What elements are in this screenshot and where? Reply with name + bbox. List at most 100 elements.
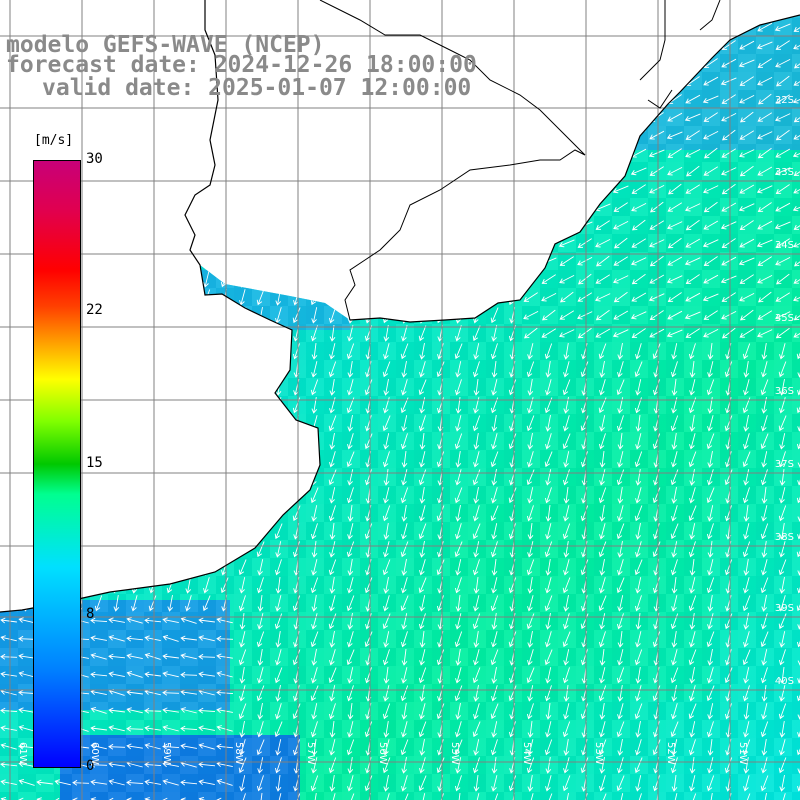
- wind-arrow: [419, 631, 426, 648]
- wind-arrow: [239, 685, 246, 702]
- wind-arrow: [455, 721, 462, 738]
- wind-arrow: [742, 595, 751, 612]
- wind-arrow: [707, 757, 714, 774]
- wind-arrow: [256, 541, 265, 558]
- wind-arrow: [436, 757, 445, 774]
- model-title: modelo GEFS-WAVE (NCEP): [6, 32, 325, 58]
- wind-arrow: [418, 379, 427, 396]
- wind-arrow: [347, 559, 354, 576]
- wind-arrow: [742, 793, 751, 800]
- wind-arrow: [688, 739, 696, 756]
- wind-arrow: [671, 685, 678, 702]
- wind-arrow: [126, 670, 143, 678]
- wind-arrow: [455, 649, 462, 666]
- wind-arrow: [239, 667, 246, 684]
- wind-arrow: [599, 523, 606, 540]
- wind-arrow: [599, 703, 606, 720]
- wind-arrow: [634, 757, 643, 774]
- wind-arrow: [599, 379, 606, 396]
- wind-arrow: [706, 775, 715, 792]
- wind-arrow: [310, 631, 319, 648]
- wind-arrow: [761, 361, 768, 378]
- wind-arrow: [328, 613, 337, 630]
- wind-arrow: [779, 775, 786, 792]
- wind-arrow: [617, 631, 624, 648]
- wind-arrow: [239, 775, 246, 792]
- wind-arrow: [634, 649, 643, 666]
- wind-arrow: [760, 577, 769, 594]
- wind-arrow: [526, 667, 535, 684]
- wind-arrow: [292, 793, 301, 800]
- wind-arrow: [18, 707, 35, 714]
- wind-arrow: [544, 451, 553, 468]
- wind-arrow: [613, 275, 629, 284]
- wind-arrow: [383, 577, 390, 594]
- wind-arrow: [617, 343, 624, 360]
- wind-arrow: [707, 613, 714, 630]
- wind-arrow: [559, 256, 574, 266]
- wind-arrow: [707, 451, 714, 468]
- wind-arrow: [667, 148, 682, 158]
- wind-arrow: [671, 433, 678, 450]
- wind-arrow: [560, 291, 574, 303]
- wind-arrow: [774, 167, 791, 176]
- wind-arrow: [126, 689, 143, 696]
- wind-arrow: [401, 775, 408, 792]
- wind-arrow: [562, 379, 571, 396]
- wind-arrow: [757, 202, 772, 212]
- wind-arrow: [724, 613, 733, 630]
- wind-arrow: [689, 361, 696, 378]
- wind-arrow: [144, 652, 161, 660]
- wind-arrow: [757, 166, 773, 176]
- wind-arrow: [347, 757, 354, 774]
- wind-arrow: [617, 541, 624, 558]
- wind-arrow: [508, 721, 516, 738]
- wind-arrow: [216, 778, 233, 786]
- wind-arrow: [526, 469, 535, 486]
- wind-arrow: [563, 703, 570, 720]
- wind-arrow: [216, 725, 233, 732]
- wind-arrow: [216, 653, 233, 660]
- wind-arrow: [292, 595, 301, 612]
- wind-arrow: [635, 577, 642, 594]
- wind-arrow: [490, 595, 499, 612]
- wind-arrow: [738, 59, 755, 68]
- wind-arrow: [275, 703, 282, 720]
- wind-arrow: [706, 631, 715, 648]
- wind-arrow: [742, 451, 751, 468]
- wind-arrow: [454, 631, 463, 648]
- wind-arrow: [473, 541, 480, 558]
- wind-arrow: [216, 617, 233, 624]
- wind-arrow: [419, 685, 426, 702]
- wind-arrow: [257, 559, 264, 576]
- wind-arrow: [635, 667, 642, 684]
- wind-arrow: [144, 761, 162, 768]
- wind-arrow: [491, 559, 498, 576]
- wind-arrow: [599, 415, 606, 432]
- wind-arrow: [671, 541, 678, 558]
- wind-arrow: [274, 613, 283, 630]
- wind-arrow: [455, 703, 462, 720]
- wind-arrow: [702, 239, 719, 248]
- wind-arrow: [796, 433, 800, 450]
- wind-arrow: [757, 310, 773, 320]
- wind-arrow: [292, 703, 301, 720]
- wind-arrow: [526, 415, 535, 432]
- wind-arrow: [613, 202, 628, 212]
- wind-arrow: [707, 739, 714, 756]
- wind-arrow: [757, 274, 773, 284]
- wind-arrow: [180, 616, 197, 624]
- wind-arrow: [580, 649, 588, 666]
- wind-arrow: [757, 329, 773, 338]
- wind-arrow: [797, 451, 800, 468]
- wind-arrow: [113, 595, 120, 612]
- wind-arrow: [527, 343, 534, 360]
- wind-arrow: [563, 361, 570, 378]
- wind-arrow: [761, 541, 768, 558]
- wind-arrow: [419, 451, 426, 468]
- wind-arrow: [527, 487, 534, 504]
- wind-arrow: [689, 667, 696, 684]
- wind-arrow: [508, 523, 516, 540]
- wind-arrow: [793, 220, 800, 230]
- wind-arrow: [108, 725, 125, 732]
